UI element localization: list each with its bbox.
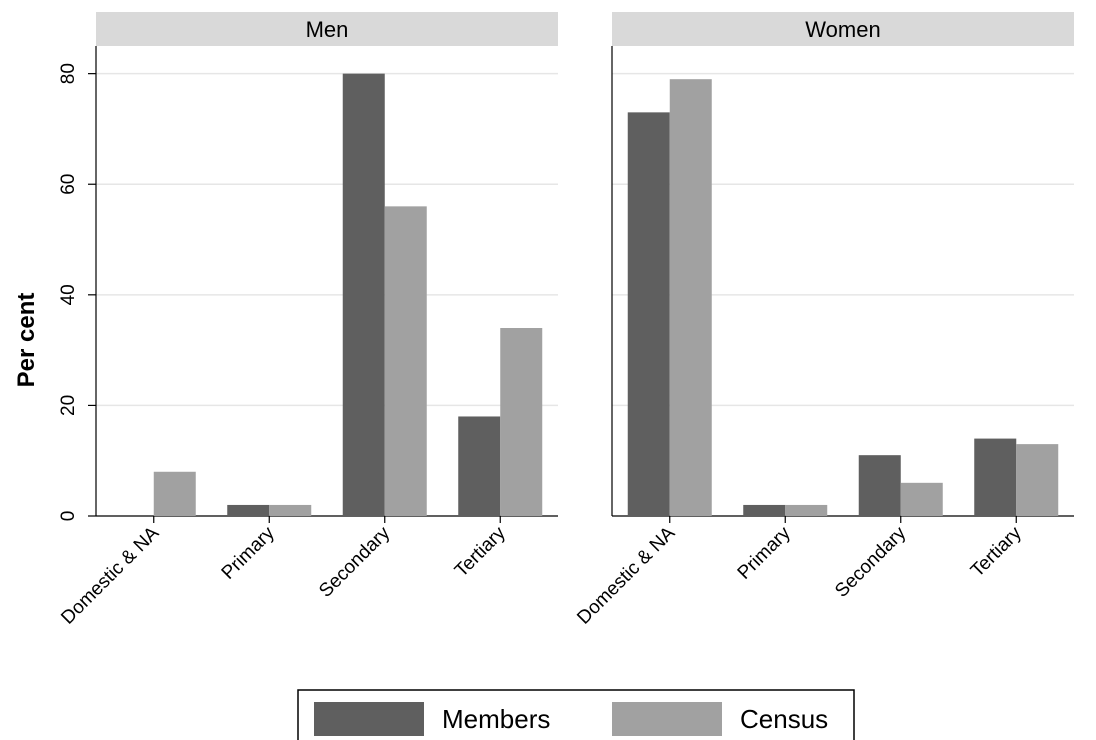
bar-men-census-0 [153,471,196,516]
x-tick-label: Secondary [831,522,910,601]
legend-swatch-census [612,702,722,736]
bar-men-census-3 [500,328,543,516]
y-tick-label: 80 [58,63,79,84]
legend-label-members: Members [442,704,550,734]
y-tick-label: 60 [58,174,79,195]
legend: Members Census [297,689,855,740]
bar-men-members-3 [458,416,501,516]
x-tick-label: Primary [734,522,795,583]
x-tick-label: Secondary [315,522,394,601]
bar-women-census-2 [900,482,943,516]
legend-swatch-members [314,702,424,736]
y-tick-label: 20 [58,395,79,416]
bar-women-members-3 [974,438,1017,516]
panel-header-men [96,12,558,46]
panel-women: Women Domestic & NA Primary Secondary Tertia… [573,12,1074,629]
x-tick-label: Domestic & NA [573,522,679,628]
bar-men-members-2 [342,73,385,516]
bar-women-members-1 [743,504,786,516]
panel-header-women [612,12,1074,46]
bar-women-members-2 [858,455,901,516]
panel-title-men: Men [306,17,349,42]
x-tick-label: Domestic & NA [57,522,163,628]
bar-women-census-3 [1016,444,1059,516]
x-tick-label: Tertiary [967,522,1026,581]
bar-women-members-0 [627,112,670,517]
x-tick-label: Primary [218,522,279,583]
y-tick-label: 40 [58,284,79,305]
panel-men: Men 0 20 40 60 80 Domestic & NA Primary Secondar… [57,12,558,629]
panel-title-women: Women [805,17,880,42]
bar-men-census-2 [384,206,427,516]
x-tick-label: Tertiary [451,522,510,581]
y-axis-title: Per cent [13,293,40,388]
legend-label-census: Census [740,704,828,734]
bar-women-census-1 [785,504,828,516]
bar-men-members-1 [227,504,270,516]
bar-men-census-1 [269,504,312,516]
bar-women-census-0 [669,79,712,517]
y-tick-label: 0 [58,511,79,522]
